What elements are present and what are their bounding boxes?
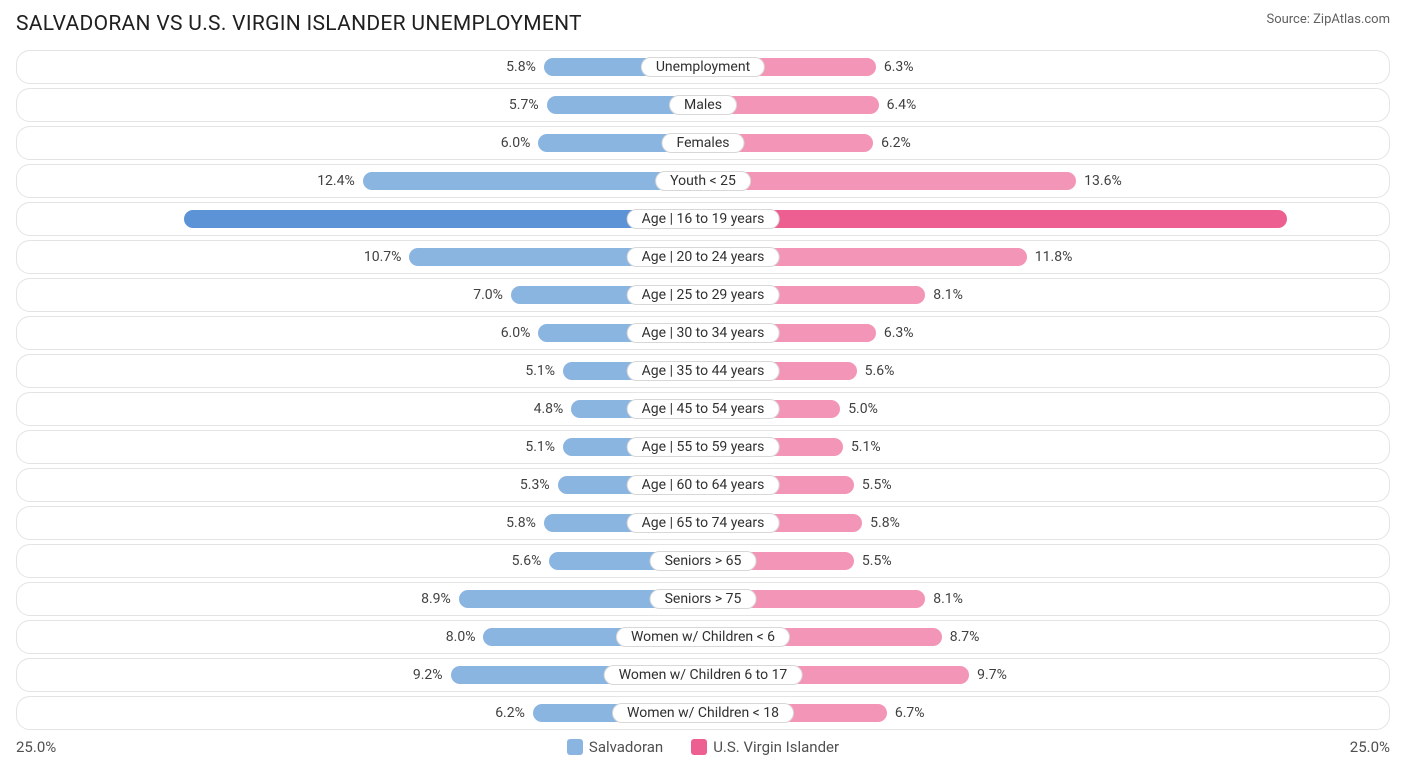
value-left: 9.2%	[413, 667, 443, 683]
value-right: 5.8%	[870, 515, 900, 531]
chart-row: 5.7% 6.4% Males	[16, 88, 1390, 122]
value-left: 7.0%	[473, 287, 503, 303]
value-right: 8.7%	[950, 629, 980, 645]
value-left: 5.7%	[509, 97, 539, 113]
chart-row: 12.4% 13.6% Youth < 25	[16, 164, 1390, 198]
legend-label: U.S. Virgin Islander	[713, 738, 839, 756]
chart-row: 5.1% 5.1% Age | 55 to 59 years	[16, 430, 1390, 464]
value-right: 9.7%	[977, 667, 1007, 683]
chart-row: 5.8% 6.3% Unemployment	[16, 50, 1390, 84]
row-label: Unemployment	[641, 57, 765, 77]
row-label: Males	[669, 95, 737, 115]
value-right: 5.5%	[862, 553, 892, 569]
diverging-bar-chart: 5.8% 6.3% Unemployment 5.7% 6.4% Males 6.0% 6.2…	[16, 50, 1390, 730]
chart-row: 10.7% 11.8% Age | 20 to 24 years	[16, 240, 1390, 274]
value-right: 21.3%	[1337, 211, 1375, 227]
value-left: 6.0%	[501, 325, 531, 341]
bar-left	[184, 210, 703, 228]
value-left: 8.9%	[421, 591, 451, 607]
row-label: Seniors > 75	[650, 589, 757, 609]
value-left: 18.9%	[31, 211, 69, 227]
row-label: Age | 20 to 24 years	[627, 247, 780, 267]
legend-item-usvi: U.S. Virgin Islander	[691, 738, 839, 756]
chart-row: 18.9% 21.3% Age | 16 to 19 years	[16, 202, 1390, 236]
value-right: 6.3%	[884, 59, 914, 75]
legend-item-salvadoran: Salvadoran	[567, 738, 663, 756]
chart-row: 5.8% 5.8% Age | 65 to 74 years	[16, 506, 1390, 540]
chart-row: 5.3% 5.5% Age | 60 to 64 years	[16, 468, 1390, 502]
chart-title: SALVADORAN VS U.S. VIRGIN ISLANDER UNEMP…	[16, 12, 582, 36]
value-right: 5.6%	[865, 363, 895, 379]
chart-row: 6.2% 6.7% Women w/ Children < 18	[16, 696, 1390, 730]
row-label: Age | 55 to 59 years	[627, 437, 780, 457]
value-left: 5.1%	[525, 439, 555, 455]
value-left: 10.7%	[364, 249, 402, 265]
chart-row: 4.8% 5.0% Age | 45 to 54 years	[16, 392, 1390, 426]
value-left: 12.4%	[317, 173, 355, 189]
row-label: Youth < 25	[655, 171, 751, 191]
row-label: Age | 30 to 34 years	[627, 323, 780, 343]
swatch-icon	[691, 739, 707, 755]
row-label: Females	[662, 133, 745, 153]
row-label: Age | 45 to 54 years	[627, 399, 780, 419]
value-right: 5.0%	[848, 401, 878, 417]
value-left: 8.0%	[446, 629, 476, 645]
value-left: 5.3%	[520, 477, 550, 493]
swatch-icon	[567, 739, 583, 755]
value-right: 5.1%	[851, 439, 881, 455]
bar-left	[363, 172, 703, 190]
value-right: 8.1%	[933, 287, 963, 303]
value-right: 5.5%	[862, 477, 892, 493]
value-left: 5.8%	[506, 515, 536, 531]
axis-max-left: 25.0%	[16, 738, 76, 756]
row-label: Age | 35 to 44 years	[627, 361, 780, 381]
value-right: 6.2%	[881, 135, 911, 151]
value-right: 6.4%	[887, 97, 917, 113]
value-left: 5.8%	[506, 59, 536, 75]
value-right: 13.6%	[1084, 173, 1122, 189]
value-left: 5.1%	[525, 363, 555, 379]
chart-row: 9.2% 9.7% Women w/ Children 6 to 17	[16, 658, 1390, 692]
bar-right	[703, 172, 1076, 190]
source-attribution: Source: ZipAtlas.com	[1266, 12, 1390, 27]
row-label: Age | 25 to 29 years	[627, 285, 780, 305]
row-label: Seniors > 65	[650, 551, 757, 571]
value-left: 6.2%	[495, 705, 525, 721]
chart-row: 8.9% 8.1% Seniors > 75	[16, 582, 1390, 616]
chart-row: 5.1% 5.6% Age | 35 to 44 years	[16, 354, 1390, 388]
legend-label: Salvadoran	[589, 738, 663, 756]
chart-row: 6.0% 6.2% Females	[16, 126, 1390, 160]
chart-row: 6.0% 6.3% Age | 30 to 34 years	[16, 316, 1390, 350]
row-label: Age | 16 to 19 years	[627, 209, 780, 229]
value-right: 11.8%	[1035, 249, 1073, 265]
value-right: 6.7%	[895, 705, 925, 721]
row-label: Women w/ Children < 18	[612, 703, 794, 723]
row-label: Women w/ Children 6 to 17	[604, 665, 803, 685]
chart-row: 8.0% 8.7% Women w/ Children < 6	[16, 620, 1390, 654]
legend: Salvadoran U.S. Virgin Islander	[76, 738, 1330, 756]
row-label: Women w/ Children < 6	[616, 627, 790, 647]
value-left: 5.6%	[512, 553, 542, 569]
row-label: Age | 65 to 74 years	[627, 513, 780, 533]
value-right: 6.3%	[884, 325, 914, 341]
bar-right	[703, 210, 1287, 228]
value-left: 6.0%	[501, 135, 531, 151]
chart-row: 5.6% 5.5% Seniors > 65	[16, 544, 1390, 578]
chart-row: 7.0% 8.1% Age | 25 to 29 years	[16, 278, 1390, 312]
value-left: 4.8%	[534, 401, 564, 417]
value-right: 8.1%	[933, 591, 963, 607]
axis-max-right: 25.0%	[1330, 738, 1390, 756]
row-label: Age | 60 to 64 years	[627, 475, 780, 495]
